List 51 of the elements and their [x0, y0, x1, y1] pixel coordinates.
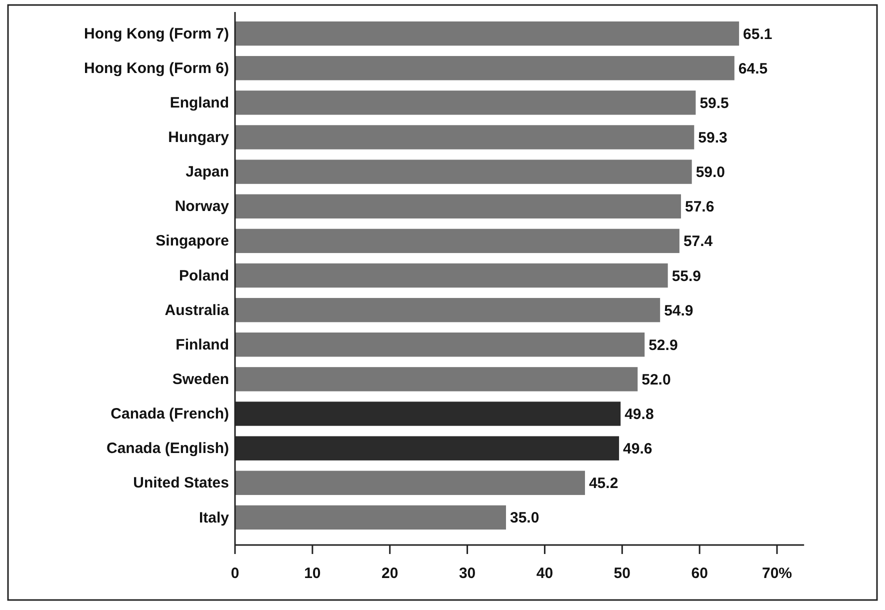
data-label: 65.1 [743, 26, 772, 43]
x-tick-label: 60 [691, 565, 708, 582]
data-label: 59.3 [698, 129, 728, 146]
data-label: 35.0 [510, 510, 540, 527]
y-tick-label: Japan [186, 164, 229, 181]
y-tick-label: England [170, 94, 229, 112]
data-label: 52.9 [648, 336, 678, 354]
x-tick-label: 40 [536, 565, 554, 582]
y-tick-label: Canada (English) [106, 440, 229, 458]
y-tick-label: Poland [178, 267, 229, 284]
bar [235, 21, 740, 46]
y-tick-label: United States [133, 474, 229, 492]
bar [235, 505, 506, 530]
data-label: 59.0 [696, 164, 726, 182]
bar [235, 194, 681, 218]
y-tick-label: Sweden [172, 370, 229, 388]
y-tick-label: Hungary [168, 129, 230, 146]
x-tick-label: 0 [230, 565, 240, 582]
y-tick-label: Canada (French) [110, 406, 229, 423]
y-tick-label: Norway [174, 198, 230, 216]
data-label: 55.9 [672, 268, 702, 285]
data-label: 49.6 [623, 440, 652, 458]
data-label: 45.2 [588, 475, 618, 492]
data-label: 57.4 [683, 233, 714, 250]
bar [235, 470, 585, 495]
bar [235, 125, 694, 150]
y-tick-label: Hong Kong (Form 7) [84, 25, 229, 42]
x-tick-label: 20 [382, 565, 398, 582]
data-label: 49.8 [624, 406, 654, 424]
data-label: 52.0 [642, 371, 671, 388]
x-tick-label: 70% [762, 565, 792, 582]
x-tick-label: 30 [458, 565, 476, 582]
bar [235, 332, 645, 357]
bar [235, 263, 668, 288]
data-label: 57.6 [684, 198, 714, 216]
bar [235, 90, 696, 115]
bar [235, 160, 692, 184]
data-label: 64.5 [738, 60, 768, 78]
x-tick-label: 50 [614, 565, 630, 582]
bar [235, 367, 638, 392]
data-label: 59.5 [700, 94, 729, 112]
y-tick-label: Finland [176, 336, 229, 354]
x-tick-label: 10 [304, 565, 321, 582]
y-tick-label: Australia [164, 302, 230, 319]
bar [235, 298, 660, 322]
bar [235, 228, 680, 254]
y-tick-label: Hong Kong (Form 6) [84, 60, 229, 77]
bar [235, 56, 734, 80]
y-tick-label: Italy [198, 509, 230, 526]
y-tick-label: Singapore [156, 232, 229, 250]
data-label: 54.9 [664, 302, 694, 320]
